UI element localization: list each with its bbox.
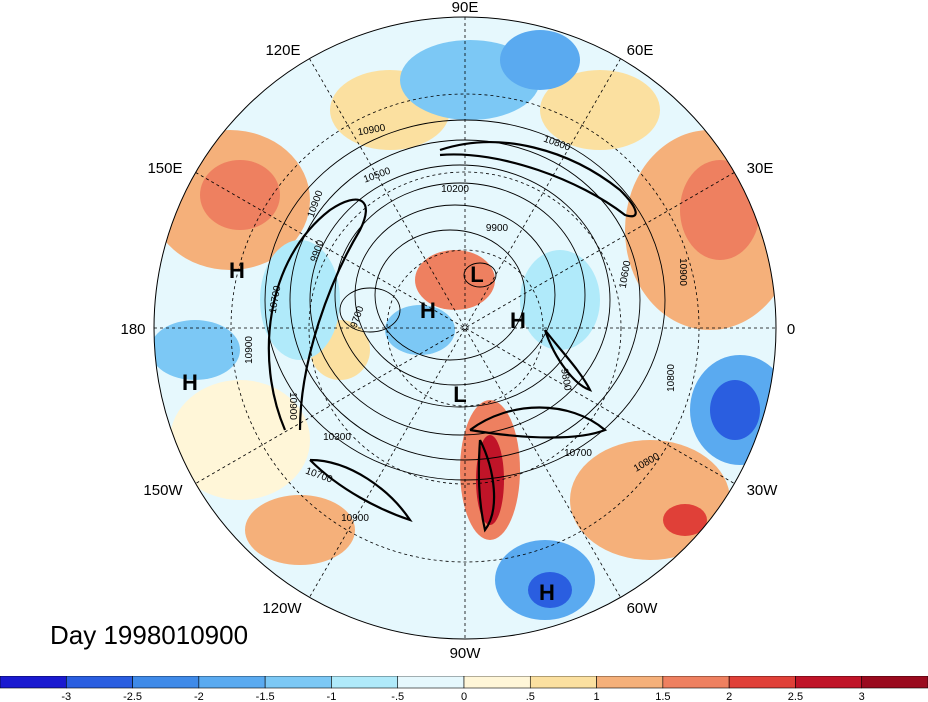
longitude-label-90w: 90W (450, 645, 482, 662)
longitude-label-150w: 150W (143, 482, 183, 499)
contour-label: 10300 (323, 432, 351, 443)
colorbar-tick-label: -1.5 (256, 691, 275, 702)
high-pressure-marker: H (510, 308, 526, 333)
colorbar-tick-label: 0 (461, 691, 467, 702)
low-pressure-marker: L (470, 262, 483, 287)
longitude-label-60e: 60E (627, 42, 654, 59)
colorbar-box (331, 676, 399, 689)
page-title: Day 1998010900 (50, 620, 249, 650)
colorbar-box (132, 676, 200, 689)
longitude-label-30w: 30W (747, 482, 779, 499)
colorbar-tick-label: -1 (327, 691, 337, 702)
colorbar-box (861, 676, 928, 689)
contour-label: 9900 (486, 223, 509, 234)
contour-label: 10700 (268, 284, 284, 314)
contour-label: 10800 (666, 364, 677, 392)
contour-label: 10900 (357, 123, 387, 139)
high-pressure-marker: H (420, 298, 436, 323)
colorbar-box (728, 676, 796, 689)
colorbar-tick-label: .5 (526, 691, 535, 702)
colorbar-box (264, 676, 332, 689)
colorbar-box (198, 676, 266, 689)
colorbar-box (795, 676, 863, 689)
high-pressure-marker: H (539, 580, 555, 605)
colorbar-tick-label: -2.5 (123, 691, 142, 702)
colorbar-tick-label: 1.5 (655, 691, 670, 702)
height-contours (264, 119, 666, 481)
colorbar-box (529, 676, 597, 689)
contour-label: 10600 (618, 259, 634, 289)
colorbar-box (0, 676, 67, 689)
longitude-label-60w: 60W (627, 600, 659, 617)
longitude-label-90e: 90E (452, 0, 479, 16)
colorbar-tick-label: -2 (194, 691, 204, 702)
longitude-label-30e: 30E (747, 160, 774, 177)
longitude-label-150e: 150E (147, 160, 182, 177)
high-pressure-marker: H (229, 258, 245, 283)
graticule (154, 17, 776, 639)
longitude-label-120w: 120W (262, 600, 302, 617)
contour-label: 10900 (244, 336, 255, 364)
contour-label: 9800 (558, 368, 573, 392)
jet-contours (267, 141, 637, 533)
longitude-label-120e: 120E (265, 42, 300, 59)
colorbar-box (65, 676, 133, 689)
colorbar-box (397, 676, 465, 689)
colorbar-tick-label: 1 (594, 691, 600, 702)
colorbar-box (662, 676, 730, 689)
contour-label: 10900 (341, 513, 369, 524)
contour-label: 10200 (441, 184, 469, 195)
contour-label: 10900 (287, 392, 298, 420)
colorbar-tick-label: -3 (61, 691, 71, 702)
colorbar-box (463, 676, 531, 689)
colorbar-tick-label: 2 (726, 691, 732, 702)
colorbar-box (596, 676, 664, 689)
low-pressure-marker: L (453, 382, 466, 407)
high-pressure-marker: H (182, 370, 198, 395)
longitude-label-0: 0 (787, 321, 795, 338)
contour-label: 10900 (677, 258, 688, 286)
colorbar: -3 -2.5 -2 -1.5 -1 -.5 0 .5 1 1.5 2 2.5 3 (0, 676, 928, 702)
anomaly-field (154, 17, 776, 639)
contour-label: 10700 (564, 448, 592, 459)
colorbar-tick-label: 3 (859, 691, 865, 702)
map-boundary (153, 16, 777, 640)
longitude-label-180: 180 (120, 321, 145, 338)
polar-stereographic-map: 0 180 90E 60E 30E 30W 60W 90W 120W 150W 150E 120E 1… (120, 0, 795, 662)
colorbar-tick-label: -.5 (391, 691, 404, 702)
colorbar-tick-label: 2.5 (788, 691, 803, 702)
